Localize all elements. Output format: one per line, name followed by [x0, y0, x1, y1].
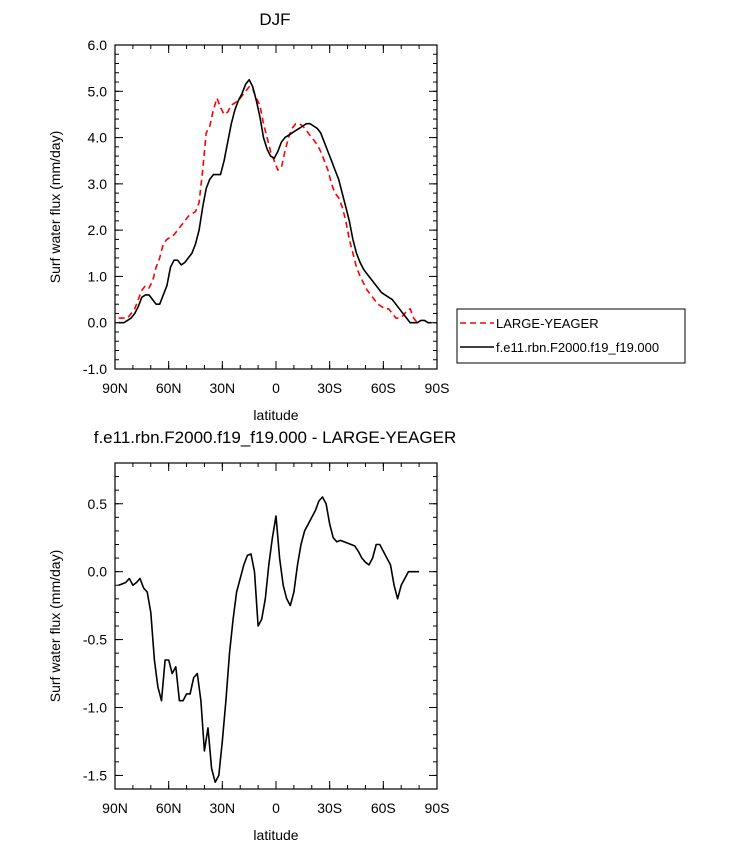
panel-2-xlabel: latitude [253, 827, 298, 843]
x-tick-label: 90N [102, 380, 128, 396]
legend-label-large-yeager: LARGE-YEAGER [496, 316, 599, 331]
legend: LARGE-YEAGER f.e11.rbn.F2000.f19_f19.000 [456, 308, 686, 364]
series-line-1-0 [118, 496, 420, 784]
y-tick-label: -1.0 [83, 700, 107, 716]
y-tick-label: 2.0 [88, 222, 108, 238]
x-tick-label: 60N [156, 800, 182, 816]
y-tick-label: 0.5 [88, 496, 108, 512]
panel-difference: f.e11.rbn.F2000.f19_f19.000 - LARGE-YEAG… [47, 428, 456, 843]
x-tick-label: 30N [209, 380, 235, 396]
y-tick-label: 3.0 [88, 176, 108, 192]
panel-2-title: f.e11.rbn.F2000.f19_f19.000 - LARGE-YEAG… [94, 428, 457, 447]
x-tick-label: 0 [272, 380, 280, 396]
x-tick-label: 60S [371, 380, 396, 396]
y-tick-label: 6.0 [88, 37, 108, 53]
y-tick-label: 4.0 [88, 130, 108, 146]
x-tick-label: 90N [102, 800, 128, 816]
legend-box [456, 308, 686, 364]
x-tick-label: 60N [156, 380, 182, 396]
x-tick-label: 60S [371, 800, 396, 816]
y-tick-label: -0.5 [83, 632, 107, 648]
series-line-0-0 [118, 85, 418, 324]
y-tick-label: 0.0 [88, 564, 108, 580]
panel-1-ylabel: Surf water flux (mm/day) [47, 131, 63, 283]
x-tick-label: 30S [317, 380, 342, 396]
y-tick-label: 5.0 [88, 83, 108, 99]
x-tick-label: 90S [425, 380, 450, 396]
x-tick-label: 90S [425, 800, 450, 816]
x-tick-label: 30S [317, 800, 342, 816]
panel-1-xlabel: latitude [253, 407, 298, 423]
panel-2-frame [114, 462, 438, 790]
y-tick-label: 0.0 [88, 315, 108, 331]
y-tick-label: 1.0 [88, 268, 108, 284]
y-tick-label: -1.0 [83, 361, 107, 377]
panel-1-frame [114, 44, 438, 370]
panel-djf: DJF 90N 60N 30N 0 30S 60S 90S -1.0 0.0 1.0 2.0 3.0 4… [47, 10, 449, 423]
panel-2-ylabel: Surf water flux (mm/day) [47, 550, 63, 702]
series-line-0-1 [118, 78, 432, 324]
y-tick-label: -1.5 [83, 767, 107, 783]
panel-1-title: DJF [259, 10, 290, 29]
x-tick-label: 30N [209, 800, 235, 816]
legend-label-model: f.e11.rbn.F2000.f19_f19.000 [496, 340, 659, 355]
x-tick-label: 0 [272, 800, 280, 816]
